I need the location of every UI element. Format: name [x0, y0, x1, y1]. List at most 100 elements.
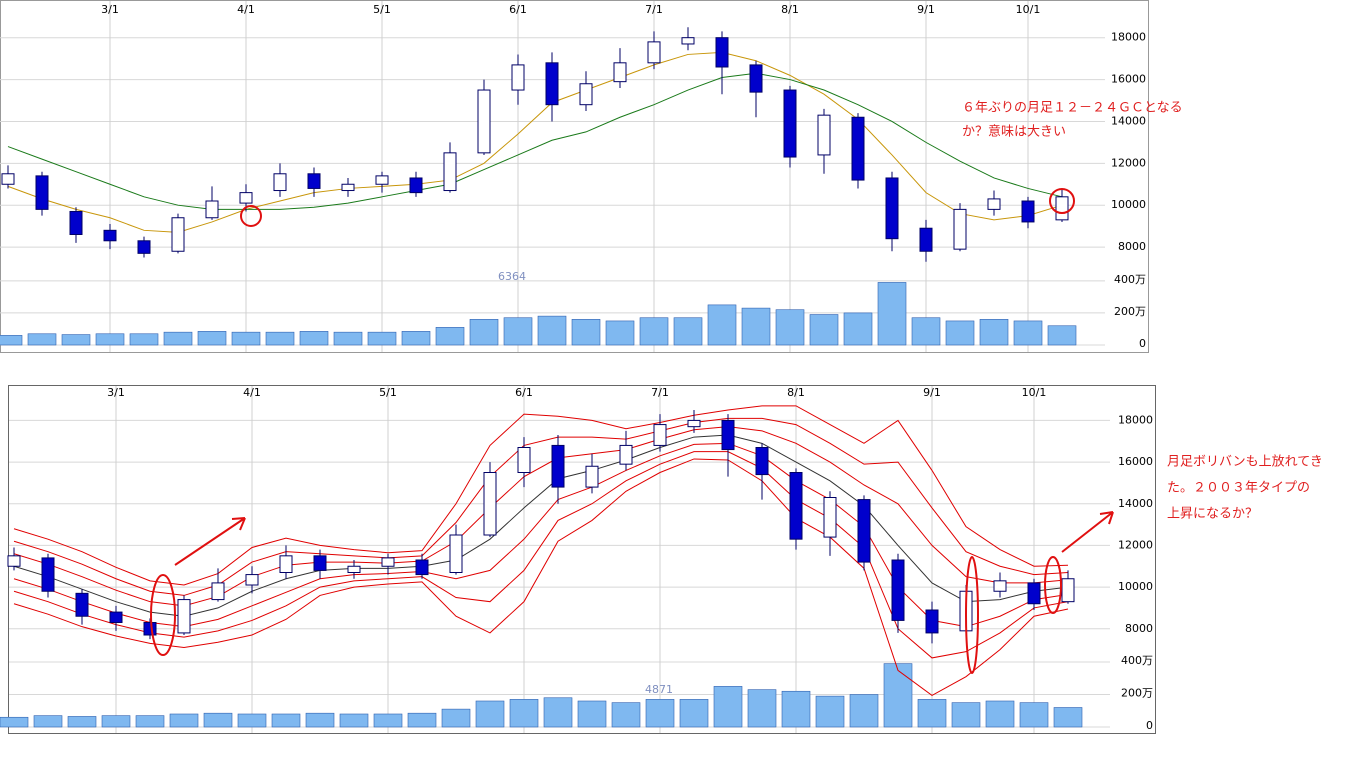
highlight-circle [240, 205, 262, 227]
candle-body [1021, 200, 1035, 223]
volume-bar [537, 315, 567, 346]
volume-bar [605, 320, 635, 346]
y-tick-label: 18000 [1118, 413, 1153, 426]
candle-body [143, 622, 157, 636]
candle-body [823, 497, 837, 538]
x-tick-label: 7/1 [651, 386, 669, 399]
x-tick-label: 10/1 [1022, 386, 1047, 399]
candle-body [7, 555, 21, 567]
candle-body [211, 582, 225, 601]
highlight-ellipse [1044, 556, 1062, 614]
candle-body [341, 183, 355, 192]
volume-bar [707, 304, 737, 346]
candle-body [653, 424, 667, 446]
volume-bar [985, 700, 1015, 728]
candle-body [35, 175, 49, 210]
volume-bar [333, 331, 363, 346]
highlight-circle [1049, 188, 1075, 214]
candle-body [443, 152, 457, 192]
candle-body [919, 227, 933, 252]
candle-body [987, 198, 1001, 210]
x-tick-label: 3/1 [107, 386, 125, 399]
volume-bar [163, 331, 193, 346]
volume-bar [883, 663, 913, 728]
volume-bar [849, 694, 879, 728]
annotation: ６年ぶりの月足１２－２４ＧＣとなる [962, 101, 1183, 116]
volume-bar [843, 312, 873, 346]
volume-bar [1047, 325, 1077, 346]
candle-body [783, 89, 797, 158]
volume-bar [305, 712, 335, 728]
volume-bar [299, 331, 329, 346]
volume-bar [271, 713, 301, 728]
y-tick-label: 10000 [1111, 198, 1146, 211]
candle-body [687, 419, 701, 428]
volume-tick-label: 0 [1139, 337, 1146, 350]
panel-frame [0, 0, 1149, 353]
candle-body [789, 472, 803, 540]
volume-tick-label: 200万 [1114, 305, 1146, 318]
volume-bar [101, 715, 131, 728]
volume-bar [169, 713, 199, 728]
candle-body [449, 534, 463, 573]
x-tick-label: 8/1 [787, 386, 805, 399]
candle-body [715, 37, 729, 68]
candle-body [619, 444, 633, 465]
candle-body [993, 580, 1007, 592]
volume-bar [0, 335, 23, 346]
candle-body [1, 173, 15, 185]
x-tick-label: 4/1 [243, 386, 261, 399]
volume-bar [373, 713, 403, 728]
peak-volume-label: 4871 [645, 683, 673, 696]
candle-body [721, 419, 735, 451]
x-tick-label: 10/1 [1016, 3, 1041, 16]
indicator-line [13, 417, 1069, 596]
indicator-line [13, 426, 1069, 607]
candle-body [517, 447, 531, 473]
candle-body [205, 200, 219, 219]
candle-body [953, 208, 967, 250]
candle-body [857, 499, 871, 563]
candle-body [483, 472, 497, 536]
annotation: 月足ボリバンも上放れてき [1167, 455, 1323, 470]
candle-body [477, 89, 491, 154]
y-tick-label: 16000 [1111, 73, 1146, 86]
volume-bar [203, 712, 233, 728]
volume-tick-label: 400万 [1114, 273, 1146, 286]
x-tick-label: 6/1 [509, 3, 527, 16]
volume-bar [1013, 320, 1043, 346]
volume-bar [231, 331, 261, 346]
volume-bar [197, 331, 227, 346]
candle-body [347, 565, 361, 573]
y-tick-label: 8000 [1125, 622, 1153, 635]
peak-volume-label: 6364 [498, 270, 526, 283]
volume-bar [741, 307, 771, 346]
indicator-line [13, 405, 1069, 586]
volume-bar [979, 319, 1009, 346]
volume-bar [435, 327, 465, 346]
volume-bar [61, 334, 91, 346]
annotation: た。２００３年タイプの [1167, 481, 1310, 496]
candle-body [307, 173, 321, 189]
candle-body [749, 64, 763, 93]
volume-bar [911, 317, 941, 346]
volume-bar [67, 716, 97, 728]
indicator-line [13, 442, 1069, 628]
y-tick-label: 10000 [1118, 580, 1153, 593]
volume-bar [469, 319, 499, 346]
highlights [150, 188, 1114, 674]
volume-bar [367, 331, 397, 346]
candle-body [137, 240, 151, 254]
candle-body [647, 41, 661, 64]
candle-body [545, 62, 559, 106]
candle-body [313, 555, 327, 571]
volume-bar [95, 333, 125, 346]
candle-body [885, 177, 899, 240]
highlight-ellipse [965, 556, 979, 674]
volume-bar [577, 700, 607, 728]
candle-body [103, 229, 117, 242]
x-tick-label: 3/1 [101, 3, 119, 16]
x-tick-label: 9/1 [917, 3, 935, 16]
volume-bar [543, 697, 573, 728]
